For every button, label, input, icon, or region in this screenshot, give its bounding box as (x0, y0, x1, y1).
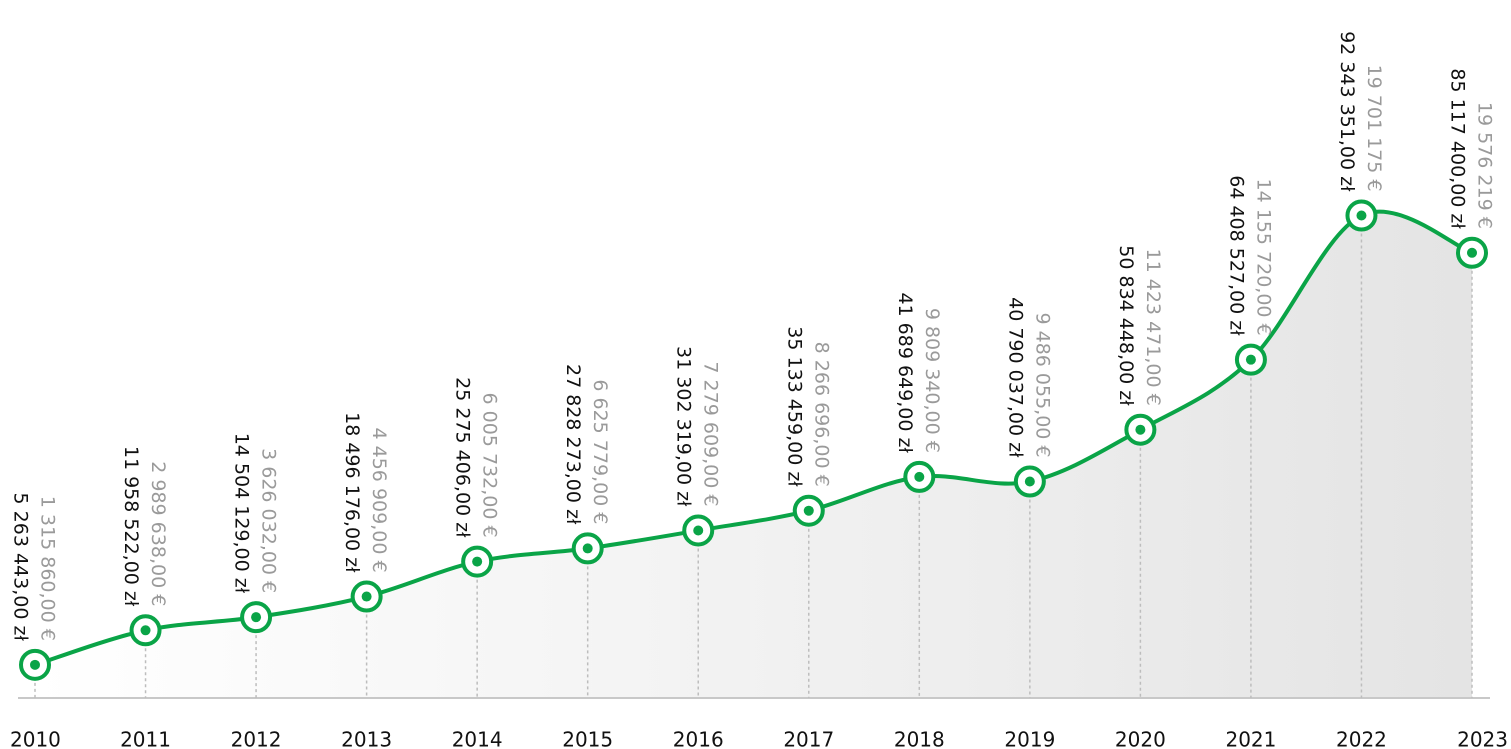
x-tick-label: 2018 (894, 728, 945, 749)
x-tick-label: 2019 (1004, 728, 1055, 749)
value-label: 31 302 319,00 zł (673, 346, 695, 507)
eur-label: 11 423 471,00 € (1142, 249, 1164, 406)
eur-label: 8 266 696,00 € (810, 342, 832, 487)
x-tick-label: 2015 (562, 728, 613, 749)
x-tick-label: 2014 (452, 728, 503, 749)
x-tick-label: 2012 (231, 728, 282, 749)
eur-label: 1 315 860,00 € (37, 496, 59, 641)
x-tick-label: 2011 (120, 728, 171, 749)
x-tick-label: 2020 (1115, 728, 1166, 749)
point-dot (582, 543, 593, 554)
eur-label: 6 625 779,00 € (589, 379, 611, 524)
point-dot (251, 612, 262, 623)
area (35, 211, 1472, 699)
point-dot (693, 525, 704, 536)
point-dot (472, 556, 483, 567)
x-tick-label: 2021 (1225, 728, 1276, 749)
value-label: 11 958 522,00 zł (120, 446, 142, 607)
value-label: 18 496 176,00 zł (341, 412, 363, 573)
value-label: 25 275 406,00 zł (452, 377, 474, 538)
point-dot (803, 505, 814, 516)
point-dot (1245, 354, 1256, 365)
point-dot (140, 625, 151, 636)
eur-label: 19 576 219 € (1474, 102, 1496, 229)
point-dot (1467, 247, 1477, 258)
point-dot (1024, 476, 1035, 487)
value-label: 64 408 527,00 zł (1225, 175, 1247, 336)
eur-label: 19 701 175 € (1363, 65, 1385, 192)
x-tick-label: 2010 (10, 728, 61, 749)
x-tick-label: 2022 (1336, 728, 1387, 749)
eur-label: 14 155 720,00 € (1252, 179, 1274, 336)
point-dot (1135, 424, 1146, 435)
value-label: 35 133 459,00 zł (783, 326, 805, 487)
x-tick-label: 2013 (341, 728, 392, 749)
value-label: 92 343 351,00 zł (1336, 31, 1358, 192)
eur-label: 9 809 340,00 € (921, 308, 943, 453)
point-dot (1356, 210, 1367, 221)
eur-label: 3 626 032,00 € (258, 448, 280, 593)
eur-label: 2 989 638,00 € (147, 461, 169, 606)
value-label: 27 828 273,00 zł (562, 364, 584, 525)
value-label: 41 689 649,00 zł (894, 292, 916, 453)
eur-label: 9 486 055,00 € (1031, 312, 1053, 457)
eur-label: 4 456 909,00 € (368, 428, 390, 573)
x-tick-label: 2016 (673, 728, 724, 749)
x-tick-label: 2023 (1457, 728, 1508, 749)
value-label: 85 117 400,00 zł (1447, 68, 1469, 229)
value-label: 5 263 443,00 zł (10, 493, 32, 642)
value-label: 40 790 037,00 zł (1004, 297, 1026, 458)
point-dot (361, 591, 372, 602)
value-label: 50 834 448,00 zł (1115, 245, 1137, 406)
value-label: 14 504 129,00 zł (231, 433, 253, 594)
x-tick-label: 2017 (783, 728, 834, 749)
point-dot (914, 471, 925, 482)
eur-label: 7 279 609,00 € (700, 361, 722, 506)
eur-label: 6 005 732,00 € (479, 393, 501, 538)
point-dot (30, 659, 40, 670)
